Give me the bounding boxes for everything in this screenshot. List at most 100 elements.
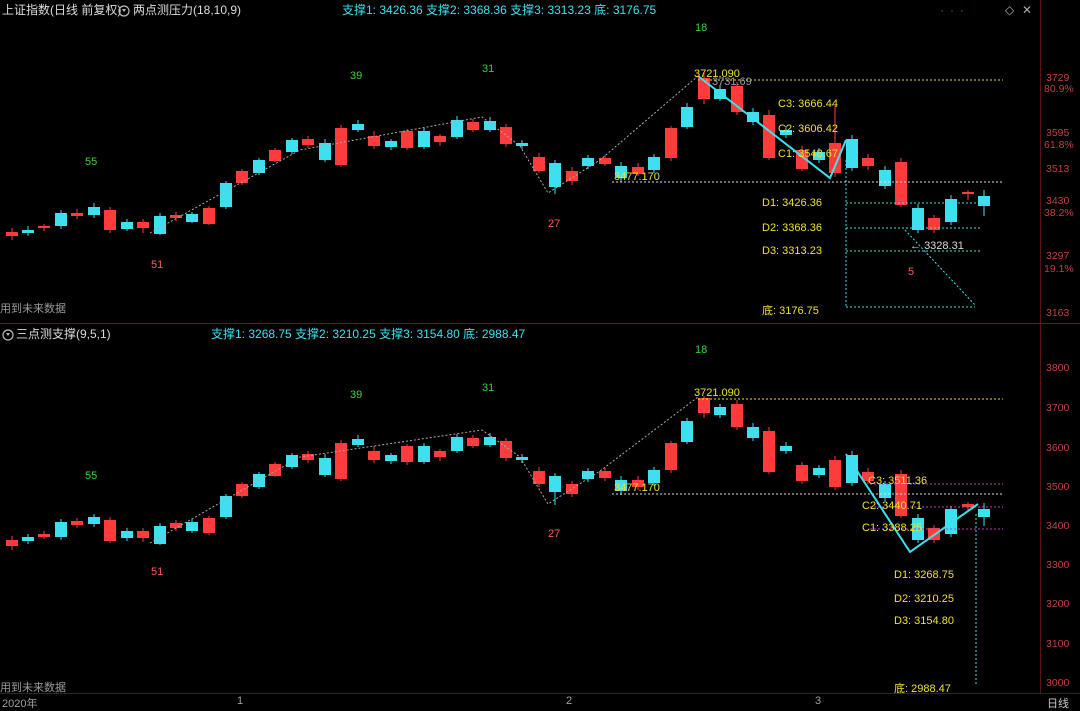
candle-body xyxy=(154,526,166,544)
count-label-51: 51 xyxy=(151,566,164,578)
top-axis-tick: 3729 xyxy=(1046,72,1070,84)
bottom-axis-tick: 3600 xyxy=(1046,442,1070,454)
circle-settings-icon[interactable] xyxy=(118,0,130,21)
candle-body xyxy=(203,208,215,224)
support-diagonal-line xyxy=(904,229,976,306)
bottom-price-axis xyxy=(1040,324,1080,693)
level-bottom: 底: 3176.75 xyxy=(762,305,819,317)
candle-body xyxy=(862,158,874,166)
count-label-31: 31 xyxy=(482,63,495,75)
bottom-axis-tick: 3800 xyxy=(1046,362,1070,374)
candle-body xyxy=(895,162,907,205)
candle-body xyxy=(418,446,430,462)
candle-body xyxy=(566,484,578,494)
candle-body xyxy=(615,480,627,491)
wave-dashed-line xyxy=(149,396,699,544)
level-mid: 3477.170 xyxy=(614,482,660,494)
level-d2: D2: 3368.36 xyxy=(762,222,822,234)
time-axis-month: 2 xyxy=(566,695,573,707)
candle-body xyxy=(467,438,479,446)
pressure-trend-line xyxy=(697,75,847,180)
level-d1: D1: 3426.36 xyxy=(762,197,822,209)
count-label-51: 51 xyxy=(151,259,164,271)
level-high-2: 3731.69 xyxy=(712,76,752,88)
candle-body xyxy=(582,158,594,166)
level-d2: D2: 3210.25 xyxy=(894,593,954,605)
candle-body xyxy=(236,484,248,496)
candle-body xyxy=(22,230,34,233)
candle-body xyxy=(368,136,380,146)
count-label-31: 31 xyxy=(482,382,495,394)
bottom-panel-header: 三点测支撑(9,5,1) 支撑1: 3268.75 支撑2: 3210.25 支… xyxy=(0,324,1040,344)
candle-body xyxy=(121,531,133,538)
bottom-chart-panel[interactable]: 三点测支撑(9,5,1) 支撑1: 3268.75 支撑2: 3210.25 支… xyxy=(0,324,1040,695)
candle-body xyxy=(533,157,545,171)
top-axis-pct: 80.9% xyxy=(1044,83,1074,95)
candle-body xyxy=(6,232,18,236)
candle-body xyxy=(796,465,808,481)
candle-body xyxy=(137,531,149,538)
level-high: 3721.090 xyxy=(694,387,740,399)
candle-body xyxy=(698,398,710,413)
candle-body xyxy=(401,131,413,148)
top-indicator-name[interactable]: 两点测压力(18,10,9) xyxy=(133,3,242,17)
candle-body xyxy=(763,115,775,158)
candle-body xyxy=(286,455,298,467)
level-high: 3721.090 xyxy=(694,68,740,80)
level-d3: D3: 3313.23 xyxy=(762,245,822,257)
time-axis-bar: 2020年 1 2 3 日线 xyxy=(0,693,1080,710)
level-bottom: 底: 2988.47 xyxy=(894,683,951,695)
candle-body xyxy=(418,131,430,147)
wave-dashed-line xyxy=(149,75,699,234)
top-axis-pct: 19.1% xyxy=(1044,263,1074,275)
diamond-icon[interactable]: ◇ xyxy=(1005,3,1015,17)
top-panel-header: 上证指数(日线 前复权) 两点测压力(18,10,9) 支撑1: 3426.36… xyxy=(0,0,1040,20)
candle-body xyxy=(731,404,743,427)
top-support-values: 支撑1: 3426.36 支撑2: 3368.36 支撑3: 3313.23 底… xyxy=(342,3,657,17)
candle-body xyxy=(22,537,34,541)
top-candle-chart xyxy=(6,72,1003,308)
candle-body xyxy=(220,183,232,207)
candle-body xyxy=(549,163,561,187)
candle-body xyxy=(599,471,611,478)
candle-body xyxy=(516,143,528,146)
bottom-axis-tick: 3500 xyxy=(1046,481,1070,493)
time-axis-month: 1 xyxy=(237,695,244,707)
candle-body xyxy=(302,139,314,145)
candle-body xyxy=(137,222,149,228)
candle-body xyxy=(747,112,759,122)
candle-body xyxy=(236,171,248,183)
level-mid: 3477.170 xyxy=(614,171,660,183)
circle-settings-icon[interactable] xyxy=(2,324,14,345)
candle-body xyxy=(6,540,18,546)
close-icon[interactable]: ✕ xyxy=(1022,3,1033,17)
candle-body xyxy=(186,522,198,531)
top-axis-tick: 3297 xyxy=(1046,250,1070,262)
candle-body xyxy=(38,534,50,537)
candle-body xyxy=(88,517,100,524)
candle-body xyxy=(533,471,545,484)
candle-body xyxy=(352,439,364,445)
candle-body xyxy=(813,468,825,475)
candle-body xyxy=(104,210,116,230)
candle-body xyxy=(121,222,133,229)
support-trend-line xyxy=(845,453,979,554)
candle-body xyxy=(451,120,463,137)
candle-body xyxy=(632,480,644,487)
top-chart-panel[interactable]: 上证指数(日线 前复权) 两点测压力(18,10,9) 支撑1: 3426.36… xyxy=(0,0,1040,323)
count-label-55: 55 xyxy=(85,470,98,482)
candle-body xyxy=(945,199,957,222)
bottom-axis-tick: 3300 xyxy=(1046,559,1070,571)
bottom-indicator-name[interactable]: 三点测支撑(9,5,1) xyxy=(16,327,111,341)
candle-body xyxy=(829,460,841,487)
candle-body xyxy=(104,520,116,541)
top-axis-tick: 3513 xyxy=(1046,163,1070,175)
candle-body xyxy=(203,518,215,533)
period-label[interactable]: 日线 xyxy=(1047,698,1069,710)
panel-divider[interactable] xyxy=(0,323,1080,324)
candle-body xyxy=(302,454,314,460)
candle-body xyxy=(484,437,496,445)
bottom-support-values: 支撑1: 3268.75 支撑2: 3210.25 支撑3: 3154.80 底… xyxy=(211,327,526,341)
candle-body xyxy=(170,215,182,218)
candle-body xyxy=(55,522,67,537)
